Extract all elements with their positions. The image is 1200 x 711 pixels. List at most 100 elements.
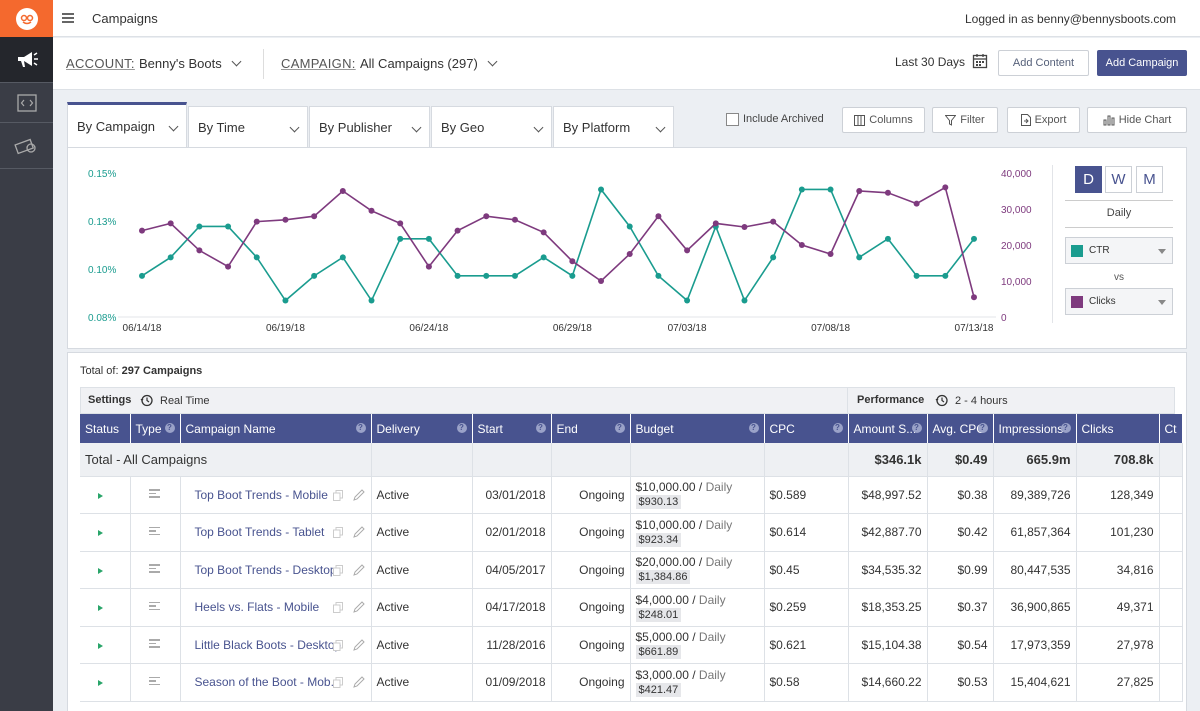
- tab-by-geo[interactable]: By Geo: [431, 106, 552, 147]
- column-header[interactable]: Delivery?: [371, 414, 473, 443]
- column-header[interactable]: End?: [551, 414, 631, 443]
- help-icon[interactable]: ?: [977, 423, 988, 433]
- help-icon[interactable]: ?: [535, 423, 546, 433]
- column-header[interactable]: Campaign Name?: [180, 414, 372, 443]
- column-header[interactable]: Status: [80, 414, 131, 443]
- column-header[interactable]: Clicks: [1076, 414, 1160, 443]
- help-icon[interactable]: ?: [832, 423, 843, 433]
- help-icon[interactable]: ?: [456, 423, 467, 433]
- line-chart: 0.15% 0.13% 0.10% 0.08% 40,000 30,000 20,000 10…: [88, 169, 1032, 334]
- table-row[interactable]: Season of the Boot - Mob... Active 01/09/2…: [80, 663, 1183, 702]
- end-date-cell: Ongoing: [551, 476, 631, 514]
- column-header[interactable]: Amount S...?: [848, 414, 928, 443]
- calendar-icon[interactable]: [972, 53, 988, 69]
- copy-icon[interactable]: [332, 489, 343, 501]
- status-cell[interactable]: [80, 513, 131, 552]
- menu-icon[interactable]: [62, 13, 74, 23]
- campaign-name-link[interactable]: Top Boot Trends - Desktop: [194, 562, 337, 577]
- x-tick-label: 06/24/18: [409, 323, 448, 334]
- campaign-name-link[interactable]: Season of the Boot - Mob...: [194, 675, 341, 690]
- tab-by-time[interactable]: By Time: [188, 106, 308, 147]
- table-cell: [1159, 551, 1183, 589]
- campaign-name-link[interactable]: Little Black Boots - Desktop: [194, 637, 342, 652]
- table-row[interactable]: Top Boot Trends - Desktop Active 04/05/201…: [80, 551, 1183, 589]
- hide-chart-button[interactable]: Hide Chart: [1087, 107, 1187, 133]
- copy-icon[interactable]: [332, 677, 343, 688]
- column-header[interactable]: CPC?: [764, 414, 849, 443]
- tab-by-publisher[interactable]: By Publisher: [309, 106, 430, 147]
- copy-icon[interactable]: [332, 602, 343, 613]
- cpc-cell: $0.45: [764, 551, 849, 589]
- campaign-select[interactable]: All Campaigns (297): [360, 56, 498, 71]
- column-header[interactable]: Type?: [130, 414, 181, 443]
- date-range[interactable]: Last 30 Days: [895, 55, 966, 69]
- status-cell[interactable]: [80, 663, 131, 702]
- app-logo[interactable]: [0, 0, 53, 37]
- status-cell[interactable]: [80, 476, 131, 514]
- sidebar-item-campaigns[interactable]: [0, 37, 53, 83]
- filter-button[interactable]: Filter: [932, 107, 998, 133]
- add-content-button[interactable]: Add Content: [998, 50, 1089, 76]
- end-date-cell: Ongoing: [551, 588, 631, 627]
- weekly-toggle-button[interactable]: W: [1105, 166, 1132, 193]
- pencil-icon[interactable]: [352, 638, 365, 651]
- x-tick-label: 07/08/18: [811, 323, 850, 334]
- status-cell[interactable]: [80, 551, 131, 589]
- metric2-select[interactable]: Clicks: [1065, 288, 1173, 315]
- campaign-name-link[interactable]: Top Boot Trends - Mobile: [194, 487, 328, 502]
- status-cell[interactable]: [80, 588, 131, 627]
- copy-icon[interactable]: [332, 527, 343, 538]
- column-header[interactable]: Ct: [1159, 414, 1183, 443]
- pencil-icon[interactable]: [352, 488, 365, 501]
- help-icon[interactable]: ?: [1060, 423, 1071, 433]
- campaign-name-link[interactable]: Heels vs. Flats - Mobile: [194, 600, 320, 615]
- daily-toggle-button[interactable]: D: [1075, 166, 1102, 193]
- column-header[interactable]: Impressions?: [993, 414, 1077, 443]
- play-icon[interactable]: [98, 492, 103, 499]
- play-icon[interactable]: [98, 680, 103, 687]
- code-icon: [16, 93, 37, 112]
- tab-by-campaign[interactable]: By Campaign: [67, 102, 187, 147]
- columns-button[interactable]: Columns: [842, 107, 925, 133]
- copy-icon[interactable]: [332, 564, 343, 576]
- budget-amount: $4,000.00 /: [635, 592, 696, 607]
- table-row[interactable]: Top Boot Trends - Tablet Active 02/01/2018…: [80, 513, 1183, 552]
- metric1-select[interactable]: CTR: [1065, 237, 1173, 264]
- copy-icon[interactable]: [332, 639, 343, 651]
- help-icon[interactable]: ?: [911, 423, 922, 433]
- column-header[interactable]: Budget?: [630, 414, 765, 443]
- budget-period: Daily: [698, 667, 726, 682]
- campaign-name-link[interactable]: Top Boot Trends - Tablet: [194, 525, 325, 540]
- help-icon[interactable]: ?: [355, 423, 366, 433]
- pencil-icon[interactable]: [352, 601, 365, 613]
- table-row[interactable]: Top Boot Trends - Mobile Active 03/01/2018…: [80, 476, 1183, 514]
- sidebar-item-code[interactable]: [0, 83, 53, 123]
- vs-label: vs: [1114, 272, 1124, 283]
- account-select[interactable]: Benny's Boots: [139, 56, 242, 71]
- play-icon[interactable]: [98, 530, 103, 537]
- export-button[interactable]: Export: [1007, 107, 1080, 133]
- column-header[interactable]: Avg. CPC?: [927, 414, 994, 443]
- column-header[interactable]: Start?: [472, 414, 552, 443]
- total-value: 297 Campaigns: [121, 365, 203, 377]
- play-icon[interactable]: [98, 605, 103, 612]
- budget-cell: $4,000.00 / Daily $248.01: [630, 588, 765, 627]
- pencil-icon[interactable]: [352, 676, 365, 688]
- status-cell[interactable]: [80, 626, 131, 664]
- table-row[interactable]: Little Black Boots - Desktop Active 11/28/…: [80, 626, 1183, 664]
- pencil-icon[interactable]: [352, 526, 365, 538]
- sidebar-item-billing[interactable]: [0, 123, 53, 169]
- logged-in-user[interactable]: Logged in as benny@bennysboots.com: [965, 12, 1176, 26]
- play-icon[interactable]: [98, 642, 103, 649]
- play-icon[interactable]: [98, 567, 103, 574]
- monthly-toggle-button[interactable]: M: [1136, 166, 1163, 193]
- help-icon[interactable]: ?: [748, 423, 759, 433]
- add-campaign-button[interactable]: Add Campaign: [1097, 50, 1187, 76]
- table-row[interactable]: Heels vs. Flats - Mobile Active 04/17/2018…: [80, 588, 1183, 627]
- help-icon[interactable]: ?: [164, 423, 175, 433]
- include-archived-checkbox[interactable]: [726, 113, 739, 126]
- help-icon[interactable]: ?: [614, 423, 625, 433]
- table-cell: [551, 443, 631, 477]
- tab-by-platform[interactable]: By Platform: [553, 106, 674, 147]
- pencil-icon[interactable]: [352, 563, 365, 576]
